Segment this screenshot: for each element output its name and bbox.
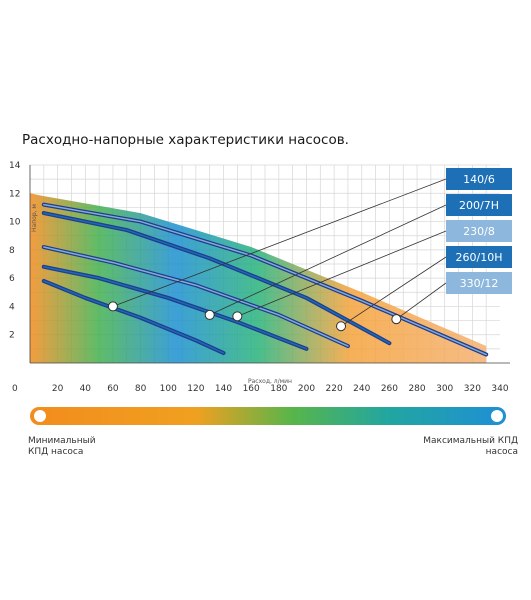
- x-tick-label: 140: [215, 384, 232, 394]
- x-tick-label: 60: [107, 384, 119, 394]
- x-tick-label: 300: [436, 384, 453, 394]
- max-efficiency-label: Максимальный КПД насоса: [423, 436, 518, 457]
- callout-point: [336, 321, 347, 332]
- callout-point: [232, 311, 243, 322]
- x-tick-label: 240: [353, 384, 370, 394]
- callout-lines: [107, 178, 447, 332]
- y-tick-label: 10: [9, 218, 21, 228]
- x-tick-label: 280: [408, 384, 425, 394]
- y-tick-label: 4: [9, 302, 15, 312]
- efficiency-scale-bar: [30, 407, 506, 425]
- callout-line: [112, 178, 447, 307]
- min-efficiency-marker: [34, 410, 46, 422]
- x-tick-label: 180: [270, 384, 287, 394]
- x-tick-label: 80: [135, 384, 147, 394]
- legend-item-330-12: 330/12: [446, 272, 512, 294]
- legend-item-200-7H: 200/7H: [446, 194, 512, 216]
- y-tick-label: 2: [9, 331, 15, 341]
- x-tick-label: 220: [326, 384, 343, 394]
- curve-highlight-230-8: [43, 246, 349, 347]
- x-tick-label: 0: [12, 384, 18, 394]
- x-tick-label: 260: [381, 384, 398, 394]
- min-efficiency-label: Минимальный КПД насоса: [28, 436, 96, 457]
- y-tick-label: 14: [9, 161, 21, 171]
- callout-line: [209, 204, 447, 316]
- y-tick-label: 12: [9, 189, 20, 199]
- y-tick-label: 6: [9, 274, 15, 284]
- callout-point: [391, 314, 402, 325]
- curve-highlight-140-6: [43, 280, 225, 354]
- pump-curves: [41, 202, 489, 357]
- curve-highlight-200-7H: [43, 266, 308, 350]
- chart-axes: [29, 165, 510, 364]
- max-efficiency-marker: [491, 410, 503, 422]
- curve-highlight-330-12: [43, 203, 487, 356]
- callout-line: [396, 282, 447, 320]
- curve-highlight-260-10H: [43, 212, 391, 344]
- callout-line: [237, 230, 447, 317]
- x-tick-label: 320: [464, 384, 481, 394]
- x-tick-label: 200: [298, 384, 315, 394]
- y-tick-label: 8: [9, 246, 15, 256]
- x-tick-label: 340: [491, 384, 508, 394]
- legend-item-230-8: 230/8: [446, 220, 512, 242]
- callout-line: [340, 256, 447, 327]
- legend-item-260-10H: 260/10H: [446, 246, 512, 268]
- x-axis-label: Расход, л/мин: [248, 378, 292, 385]
- x-tick-label: 40: [80, 384, 92, 394]
- x-tick-label: 100: [160, 384, 177, 394]
- x-tick-label: 160: [243, 384, 260, 394]
- x-tick-label: 120: [187, 384, 204, 394]
- tick-labels: 0 20 40 60 80 100 120 140 160 180 200 220 240 260 280 3…: [9, 161, 509, 394]
- legend-item-140-6: 140/6: [446, 168, 512, 190]
- callout-point: [107, 301, 118, 312]
- x-tick-label: 20: [52, 384, 64, 394]
- y-axis-label: Напор, м: [31, 204, 38, 232]
- callout-point: [204, 309, 215, 320]
- chart-title: Расходно-напорные характеристики насосов…: [22, 132, 349, 148]
